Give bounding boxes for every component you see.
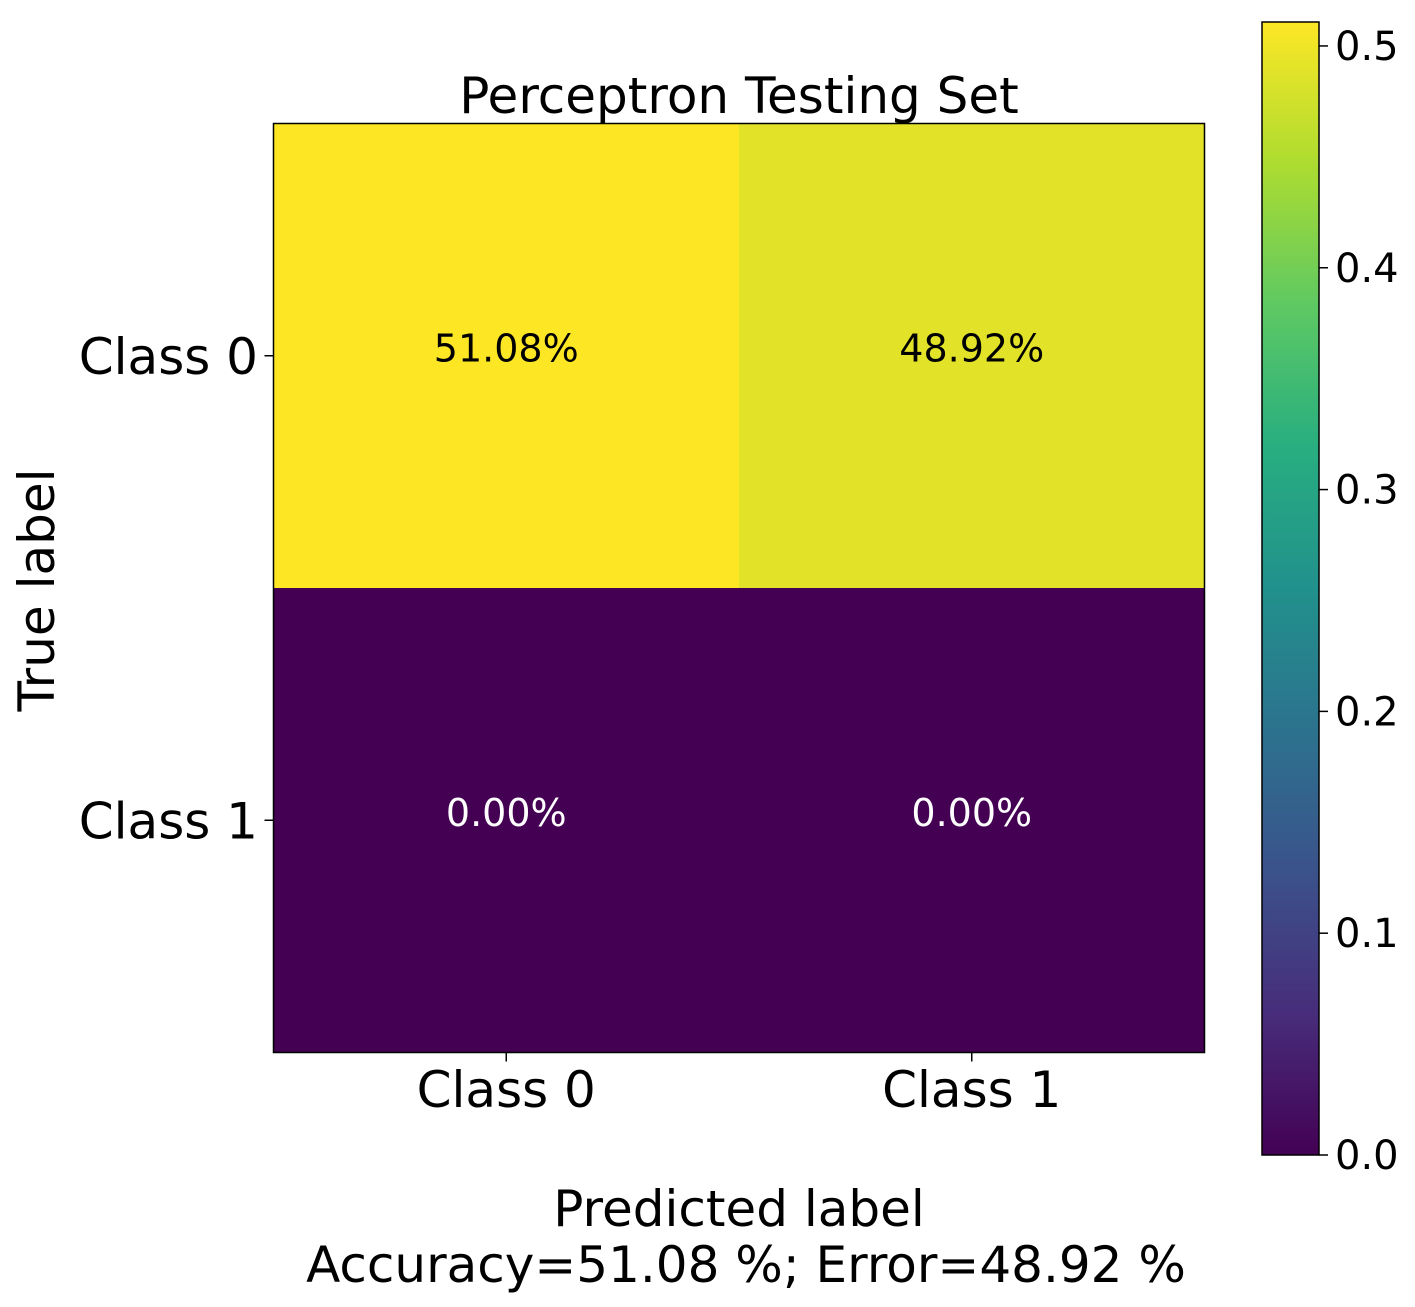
x-tick-label: Class 0 [417, 1061, 596, 1119]
colorbar-tick-label: 0.3 [1335, 468, 1399, 514]
y-axis: Class 0 Class 1 [79, 328, 274, 850]
heatmap-cells [273, 123, 1205, 1053]
cell-value-label: 0.00% [911, 791, 1032, 835]
plot-frame [272, 122, 1206, 1054]
y-tick-label: Class 1 [79, 792, 258, 850]
x-axis: Class 0 Class 1 [417, 1052, 1061, 1119]
heatmap-cell-labels: 51.08% 48.92% 0.00% 0.00% [434, 326, 1044, 835]
x-axis-sublabel: Accuracy=51.08 %; Error=48.92 % [306, 1236, 1186, 1294]
heatmap-cell [273, 588, 740, 1053]
colorbar [1261, 21, 1320, 1156]
cell-value-label: 0.00% [446, 791, 567, 835]
heatmap-cell [739, 588, 1205, 1053]
colorbar-tick-label: 0.2 [1335, 689, 1399, 735]
x-axis-label: Predicted label [553, 1180, 925, 1238]
colorbar-tick-label: 0.4 [1335, 246, 1399, 292]
colorbar-tick-label: 0.1 [1335, 911, 1399, 957]
heatmap-cell [273, 123, 740, 589]
colorbar-axis: 0.0 0.1 0.2 0.3 0.4 0.5 [1319, 24, 1399, 1179]
colorbar-tick-label: 0.5 [1335, 24, 1399, 70]
colorbar-tick-label: 0.0 [1335, 1133, 1399, 1179]
heatmap-cell [739, 123, 1205, 589]
chart-title: Perceptron Testing Set [459, 67, 1019, 125]
x-tick-label: Class 1 [882, 1061, 1061, 1119]
y-tick-label: Class 0 [79, 328, 258, 386]
cell-value-label: 51.08% [434, 326, 579, 370]
cell-value-label: 48.92% [899, 326, 1044, 370]
y-axis-label: True label [8, 468, 66, 712]
